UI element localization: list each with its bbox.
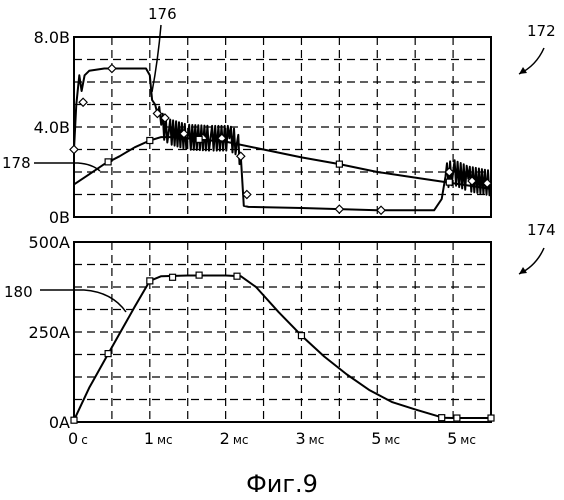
current-chart-grid bbox=[74, 242, 491, 422]
current-chart-x-ticks: 0с 1мс 2мс 3мс 5мс 5мс bbox=[68, 429, 476, 448]
series-178-line bbox=[74, 137, 491, 189]
current-chart-y-ticks: 500A 250A 0A bbox=[29, 233, 71, 432]
series-180-point bbox=[488, 415, 494, 421]
current-chart: 500A 250A 0A 0с 1мс 2мс 3мс 5мс 5мс bbox=[29, 233, 494, 448]
series-178-point bbox=[105, 159, 111, 165]
series-176-point bbox=[70, 146, 78, 154]
series-180-point bbox=[105, 351, 111, 357]
voltage-y-tick-label: 0В bbox=[49, 208, 70, 227]
series-178-point bbox=[336, 161, 342, 167]
x-tick-label: 2мс bbox=[220, 429, 249, 448]
x-tick-label: 3мс bbox=[295, 429, 324, 448]
x-tick-label: 5мс bbox=[371, 429, 400, 448]
ref-178-leader bbox=[34, 163, 100, 171]
series-180-point bbox=[439, 415, 445, 421]
voltage-y-tick-label: 8.0В bbox=[34, 28, 70, 47]
series-180-point bbox=[196, 272, 202, 278]
series-180-point bbox=[147, 278, 153, 284]
voltage-chart-traces bbox=[70, 65, 491, 215]
voltage-y-tick-label: 4.0В bbox=[34, 118, 70, 137]
ref-180-leader bbox=[40, 290, 126, 312]
x-tick-label: 0с bbox=[68, 429, 88, 448]
series-176-point bbox=[237, 152, 245, 160]
series-180-point bbox=[170, 274, 176, 280]
series-178-point bbox=[196, 136, 202, 142]
series-180-line bbox=[74, 276, 491, 421]
current-y-tick-label: 500A bbox=[29, 233, 71, 252]
series-180-point bbox=[234, 273, 240, 279]
series-180-point bbox=[71, 417, 77, 423]
series-176-line bbox=[74, 69, 491, 211]
voltage-chart-y-ticks: 8.0В 4.0В 0В bbox=[34, 28, 70, 227]
current-chart-traces bbox=[71, 272, 494, 423]
figure-caption: Фиг.9 bbox=[246, 470, 318, 498]
x-tick-label: 1мс bbox=[144, 429, 173, 448]
series-180-point bbox=[454, 415, 460, 421]
current-y-tick-label: 250A bbox=[29, 323, 71, 342]
series-178-point bbox=[446, 179, 452, 185]
series-178-point bbox=[147, 138, 153, 144]
voltage-chart-grid bbox=[74, 37, 491, 217]
ref-172: 172 bbox=[527, 22, 556, 40]
series-180-point bbox=[298, 333, 304, 339]
series-176-point bbox=[108, 65, 116, 73]
x-tick-label: 5мс bbox=[447, 429, 476, 448]
current-y-tick-label: 0A bbox=[49, 413, 70, 432]
ref-174: 174 bbox=[527, 221, 556, 239]
ref-180: 180 bbox=[4, 283, 33, 301]
series-176-point bbox=[377, 206, 385, 214]
ref-178: 178 bbox=[2, 154, 31, 172]
voltage-chart: 8.0В 4.0В 0В bbox=[34, 28, 492, 227]
series-176-point bbox=[335, 205, 343, 213]
ref-176: 176 bbox=[148, 5, 177, 23]
